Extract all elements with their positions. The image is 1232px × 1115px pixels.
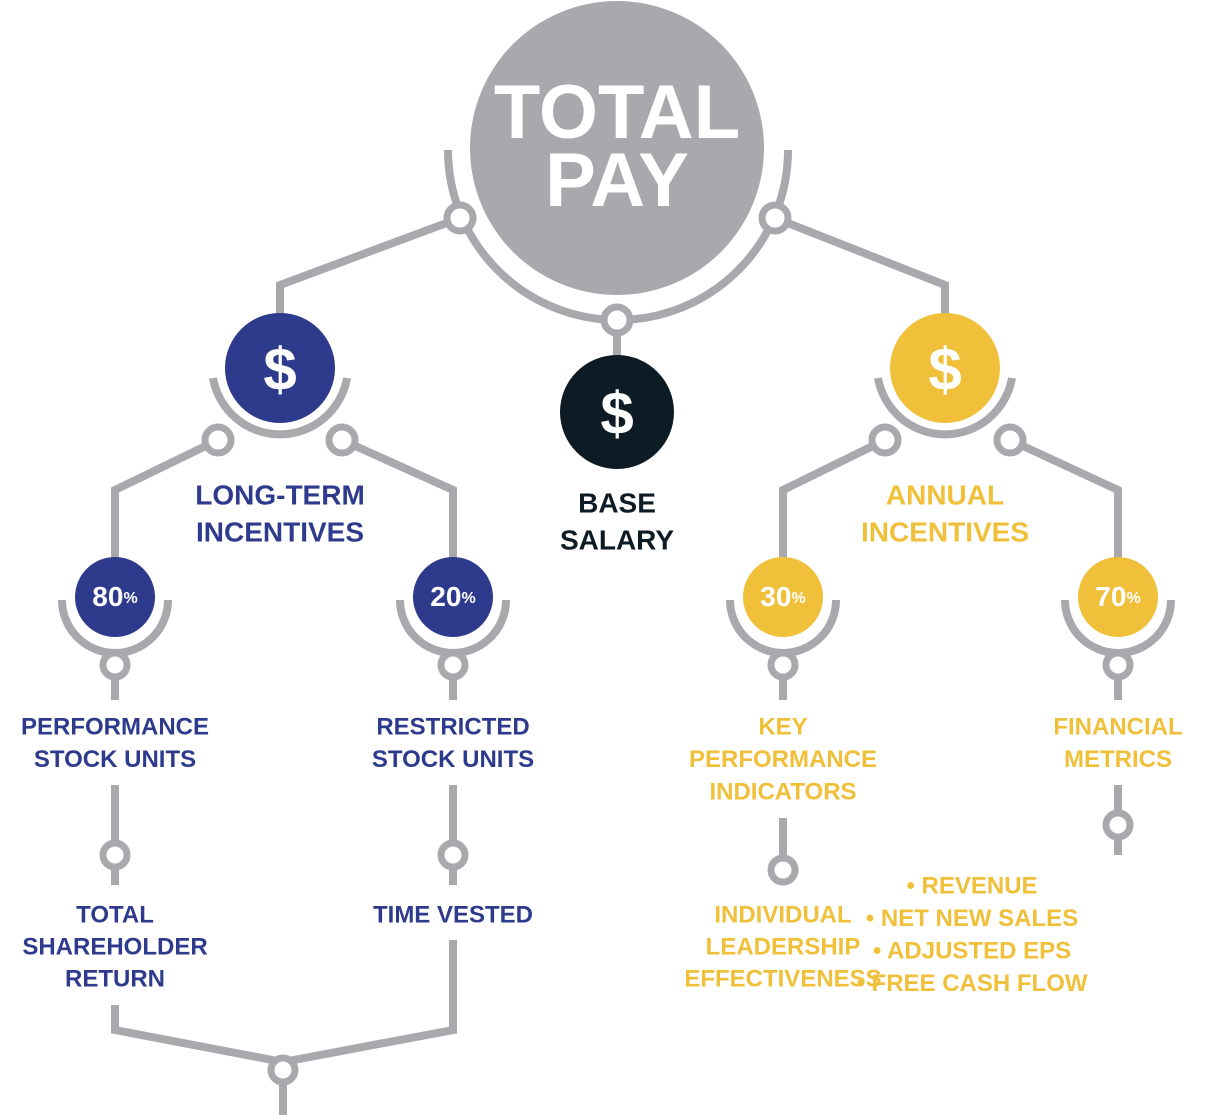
detail-label: • FREE CASH FLOW	[856, 970, 1087, 997]
percent-unit: %	[123, 590, 137, 607]
detail-label: RETURN	[65, 965, 165, 992]
item-label: STOCK UNITS	[372, 746, 534, 773]
percent-circle	[743, 557, 823, 637]
percent-label: 80%	[92, 581, 137, 612]
detail-label: TIME VESTED	[373, 901, 533, 928]
branch-label: SALARY	[560, 524, 674, 555]
detail-label: LEADERSHIP	[706, 933, 861, 960]
percent-label: 20%	[430, 581, 475, 612]
dollar-symbol: $	[600, 380, 633, 447]
percent-unit: %	[791, 590, 805, 607]
detail-label: • NET NEW SALES	[866, 905, 1078, 932]
percent-number: 30	[760, 581, 791, 612]
detail-label: SHAREHOLDER	[22, 933, 207, 960]
percent-number: 20	[430, 581, 461, 612]
branch-label: LONG-TERM	[195, 479, 365, 510]
detail-label: • ADJUSTED EPS	[873, 937, 1071, 964]
branch-label: BASE	[578, 487, 656, 518]
detail-label: EFFECTIVENESS	[684, 965, 881, 992]
base-salary-circle	[560, 355, 674, 469]
detail-label: • REVENUE	[906, 872, 1037, 899]
connectors	[58, 149, 1175, 1115]
percent-number: 70	[1095, 581, 1126, 612]
item-label: KEY	[758, 713, 807, 740]
item-label: PERFORMANCE	[21, 713, 209, 740]
dollar-symbol: $	[263, 336, 296, 403]
item-label: METRICS	[1064, 746, 1172, 773]
percent-label: 30%	[760, 581, 805, 612]
item-label: RESTRICTED	[376, 713, 529, 740]
branch-label: ANNUAL	[886, 479, 1004, 510]
item-label: INDICATORS	[709, 778, 856, 805]
center-title: TOTAL	[494, 70, 740, 155]
total-pay-circle	[470, 1, 764, 295]
percent-circle	[75, 557, 155, 637]
center-title: PAY	[545, 138, 689, 223]
item-label: PERFORMANCE	[689, 746, 877, 773]
detail-label: INDIVIDUAL	[714, 901, 851, 928]
percent-unit: %	[461, 590, 475, 607]
long-term-circle	[225, 313, 335, 423]
percent-unit: %	[1126, 590, 1140, 607]
branch-label: INCENTIVES	[861, 516, 1029, 547]
detail-label: TOTAL	[76, 901, 154, 928]
percent-label: 70%	[1095, 581, 1140, 612]
annual-circle	[890, 313, 1000, 423]
dollar-symbol: $	[928, 336, 961, 403]
percent-circle	[413, 557, 493, 637]
percent-circle	[1078, 557, 1158, 637]
item-label: STOCK UNITS	[34, 746, 196, 773]
percent-number: 80	[92, 581, 123, 612]
item-label: FINANCIAL	[1053, 713, 1182, 740]
branch-label: INCENTIVES	[196, 516, 364, 547]
